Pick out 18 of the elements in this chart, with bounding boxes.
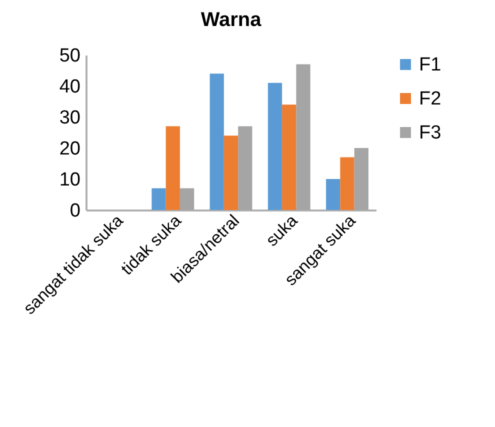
bar xyxy=(210,74,224,210)
legend-label: F1 xyxy=(419,54,442,76)
y-tick-label: 30 xyxy=(59,108,80,128)
bar xyxy=(326,179,340,210)
bar xyxy=(166,126,180,210)
y-tick-label: 0 xyxy=(70,200,80,222)
bar xyxy=(268,82,282,210)
bar xyxy=(224,136,238,210)
y-tick-label: 40 xyxy=(59,76,80,98)
bar xyxy=(282,104,296,210)
legend-label: F3 xyxy=(419,122,442,144)
chart-title: Warna xyxy=(200,9,262,31)
y-tick-label: 50 xyxy=(59,46,80,66)
legend-label: F2 xyxy=(419,88,442,110)
y-tick-label: 20 xyxy=(59,138,80,160)
bar xyxy=(340,157,354,210)
bar xyxy=(152,188,166,210)
y-tick-label: 10 xyxy=(59,170,80,190)
